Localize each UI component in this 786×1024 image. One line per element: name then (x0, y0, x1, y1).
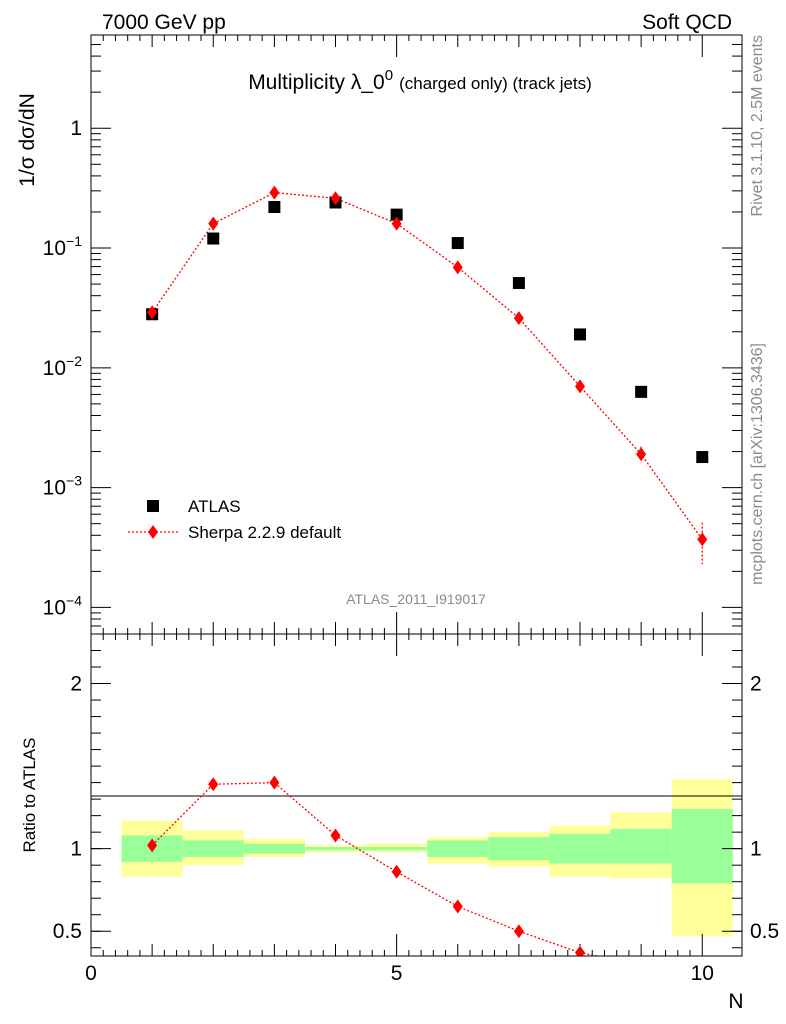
x-axis-label: N (728, 990, 743, 1013)
title-superscript: 0 (385, 67, 393, 84)
y-tick-label: 1 (70, 117, 82, 140)
legend-atlas-label: ATLAS (188, 497, 241, 516)
x-tick-label: 0 (85, 962, 97, 985)
atlas-point (207, 232, 220, 245)
ratio-line (151, 781, 601, 956)
ratio-y-tick-label-left: 2 (70, 673, 82, 696)
ratio-point (452, 899, 463, 914)
ratio-y-tick-label-left: 1 (70, 838, 82, 861)
ratio-panel: 0.5 0.5 1 1 2 2 0 5 10 Ratio to ATLAS N (20, 633, 779, 1013)
ratio-bands (121, 779, 733, 937)
x-tick-label: 10 (691, 962, 714, 985)
stat-uncertainty-band (243, 843, 305, 854)
atlas-point (512, 277, 525, 290)
plot-title: Multiplicity λ_00 (charged only) (track j… (248, 67, 592, 94)
ratio-frame (90, 633, 743, 957)
ratio-point (269, 775, 280, 790)
y-tick-label: 10−2 (43, 353, 83, 380)
stat-uncertainty-band (182, 840, 244, 857)
header-left: 7000 GeV pp (102, 11, 226, 34)
sherpa-markers (147, 185, 708, 547)
sherpa-point (391, 216, 402, 231)
stat-uncertainty-band (671, 809, 733, 884)
ratio-point (513, 924, 524, 939)
ratio-y-tick-label-left: 0.5 (53, 920, 82, 943)
atlas-point (268, 201, 281, 214)
title-small: (charged only) (track jets) (399, 74, 592, 93)
x-tick-label: 5 (391, 962, 403, 985)
stat-uncertainty-band (549, 833, 611, 864)
ratio-ytick-labels: 0.5 0.5 1 1 2 2 (53, 673, 779, 944)
sherpa-point (513, 311, 524, 326)
x-tick-labels: 0 5 10 (85, 962, 714, 985)
main-panel: Multiplicity λ_00 (charged only) (track j… (16, 34, 743, 635)
ratio-point (330, 828, 341, 843)
sherpa-point (575, 379, 586, 394)
stat-uncertainty-band (488, 837, 550, 861)
atlas-point (696, 451, 709, 464)
sherpa-point (147, 305, 158, 320)
ratio-point (391, 864, 402, 879)
y-axis-label-main: 1/σ dσ/dN (16, 93, 39, 187)
atlas-markers (146, 196, 709, 464)
ratio-point (636, 957, 646, 971)
ratio-y-tick-label-right: 1 (750, 838, 762, 861)
atlas-point (635, 385, 648, 398)
ratio-y-tick-label-right: 0.5 (750, 920, 779, 943)
sherpa-point (452, 260, 463, 275)
sherpa-point (330, 191, 341, 206)
mcplots-reference-text: mcplots.cern.ch [arXiv:1306.3436] (749, 343, 766, 585)
y-axis-label-ratio: Ratio to ATLAS (20, 738, 39, 853)
ratio-point (208, 777, 219, 792)
sherpa-point (208, 216, 219, 231)
ratio-markers (147, 775, 646, 971)
analysis-watermark: ATLAS_2011_I919017 (346, 591, 486, 607)
y-tick-label: 10−1 (43, 233, 83, 260)
sherpa-line (151, 191, 703, 540)
ratio-series (147, 775, 646, 971)
legend: ATLAS Sherpa 2.2.9 default (128, 497, 341, 542)
atlas-point (451, 237, 464, 250)
sherpa-point (269, 185, 280, 200)
rivet-version-text: Rivet 3.1.10, 2.5M events (749, 35, 766, 216)
sherpa-point (636, 447, 647, 462)
stat-uncertainty-band (366, 847, 428, 851)
y-tick-label: 10−4 (43, 592, 83, 619)
ratio-error-bars (151, 779, 581, 956)
legend-atlas-marker (147, 500, 159, 512)
legend-sherpa-label: Sherpa 2.2.9 default (188, 523, 341, 542)
ratio-minor-ticks (91, 634, 742, 956)
ratio-point (147, 838, 158, 853)
ratio-point (575, 945, 586, 956)
legend-sherpa-marker (148, 525, 158, 539)
ratio-major-ticks (90, 634, 742, 956)
stat-uncertainty-band (427, 840, 489, 857)
main-frame (90, 34, 743, 635)
main-ytick-labels: 1 10−1 10−2 10−3 10−4 (43, 117, 83, 619)
atlas-point (574, 328, 587, 341)
title-main: Multiplicity λ_0 (248, 71, 385, 94)
y-tick-label: 10−3 (43, 473, 83, 500)
stat-uncertainty-band (610, 828, 672, 864)
main-major-ticks (90, 35, 742, 634)
header-right: Soft QCD (642, 11, 732, 34)
stat-uncertainty-band (304, 847, 367, 851)
sherpa-point (697, 532, 708, 547)
ratio-y-tick-label-right: 2 (750, 673, 762, 696)
main-minor-ticks (91, 34, 742, 635)
atlas-point (390, 208, 403, 221)
